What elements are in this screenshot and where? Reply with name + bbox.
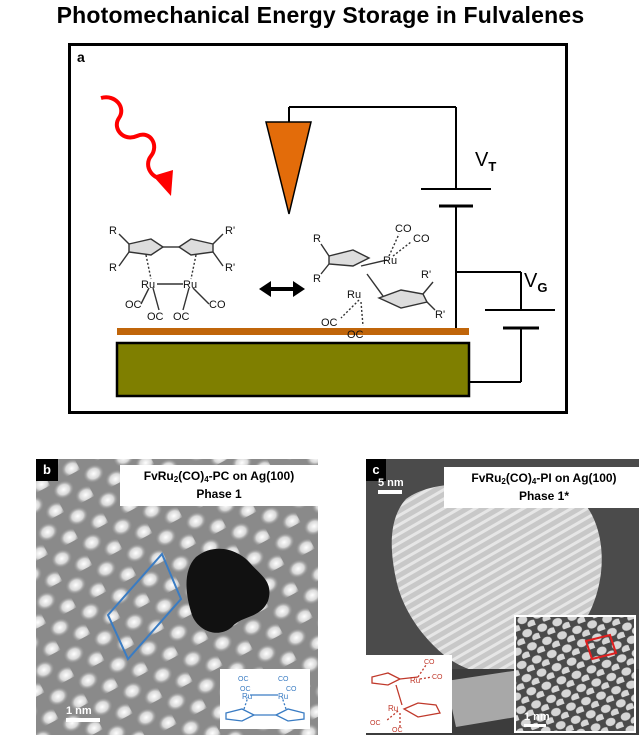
inset-molecule-c: Ru Ru CO CO OC OC — [366, 655, 452, 734]
right-co3-label: OC — [321, 317, 338, 329]
svg-text:OC: OC — [370, 720, 381, 727]
unit-cell-outline-c — [584, 633, 618, 661]
inset-molecule-b: Ru Ru OC OC CO CO — [220, 669, 310, 729]
svg-text:CO: CO — [278, 676, 289, 683]
light-arrowhead-icon — [153, 170, 173, 196]
battery-vg-icon — [485, 309, 555, 330]
left-r4-label: R' — [225, 262, 235, 274]
panel-c-label: FvRu2(CO)4-PI on Ag(100) Phase 1* — [444, 467, 639, 508]
molecule-fvru2co4 — [118, 233, 224, 311]
panel-letter-c: c — [366, 459, 386, 481]
schematic-canvas: VT VG R R R' R' Ru Ru OC OC OC — [100, 95, 555, 398]
scale-bar-c-inset: 1 nm — [524, 711, 550, 727]
panel-a-schematic: a VT VG — [68, 43, 568, 414]
double-arrow-icon — [259, 281, 305, 297]
panel-b-label: FvRu2(CO)4-PC on Ag(100) Phase 1 — [120, 465, 318, 506]
svg-text:CO: CO — [286, 686, 297, 693]
right-co1-label: CO — [395, 223, 412, 235]
right-ru1-label: Ru — [383, 255, 397, 267]
substrate-block — [115, 341, 471, 398]
svg-text:CO: CO — [432, 674, 443, 681]
svg-text:Ru: Ru — [242, 692, 252, 701]
left-ru2-label: Ru — [183, 279, 197, 291]
right-co2-label: CO — [413, 233, 430, 245]
panel-b-stm-image: b FvRu2(CO)4-PC on Ag(100) Phase 1 1 nm … — [36, 459, 318, 735]
svg-text:Ru: Ru — [278, 692, 288, 701]
svg-text:CO: CO — [424, 659, 435, 666]
right-co4-label: OC — [347, 329, 364, 341]
scale-bar-c: 5 nm — [378, 477, 404, 494]
right-r2-label: R — [313, 273, 321, 285]
light-wave-icon — [100, 95, 164, 181]
circuit-wires — [288, 106, 522, 383]
panel-c-stm-image: c FvRu2(CO)4-PI on Ag(100) Phase 1* 5 nm… — [366, 459, 639, 735]
vt-label: VT — [475, 149, 496, 174]
metal-surface — [117, 328, 469, 335]
panel-letter-b: b — [36, 459, 58, 481]
vg-label: VG — [524, 270, 547, 295]
left-co3-label: OC — [173, 311, 190, 323]
right-r4-label: R' — [435, 309, 445, 321]
right-r1-label: R — [313, 233, 321, 245]
inset-stm-zoom: 1 nm — [514, 615, 636, 733]
stm-tip-icon — [265, 121, 312, 215]
left-co4-label: CO — [209, 299, 226, 311]
left-r2-label: R — [109, 262, 117, 274]
svg-text:Ru: Ru — [388, 704, 398, 713]
left-r3-label: R' — [225, 225, 235, 237]
svg-text:OC: OC — [392, 727, 403, 734]
vacancy-defect — [186, 548, 270, 633]
right-r3-label: R' — [421, 269, 431, 281]
molecule-fvru2co4-isomer — [320, 233, 436, 327]
unit-cell-outline — [106, 552, 183, 661]
scale-bar-b: 1 nm — [66, 705, 100, 722]
svg-text:Ru: Ru — [410, 676, 420, 685]
left-co2-label: OC — [147, 311, 164, 323]
left-ru1-label: Ru — [141, 279, 155, 291]
right-ru2-label: Ru — [347, 289, 361, 301]
left-co1-label: OC — [125, 299, 142, 311]
svg-text:OC: OC — [240, 686, 251, 693]
battery-vt-icon — [421, 188, 491, 208]
panel-letter-a: a — [77, 49, 85, 65]
figure-title: Photomechanical Energy Storage in Fulval… — [56, 2, 585, 28]
left-r1-label: R — [109, 225, 117, 237]
svg-text:OC: OC — [238, 676, 249, 683]
